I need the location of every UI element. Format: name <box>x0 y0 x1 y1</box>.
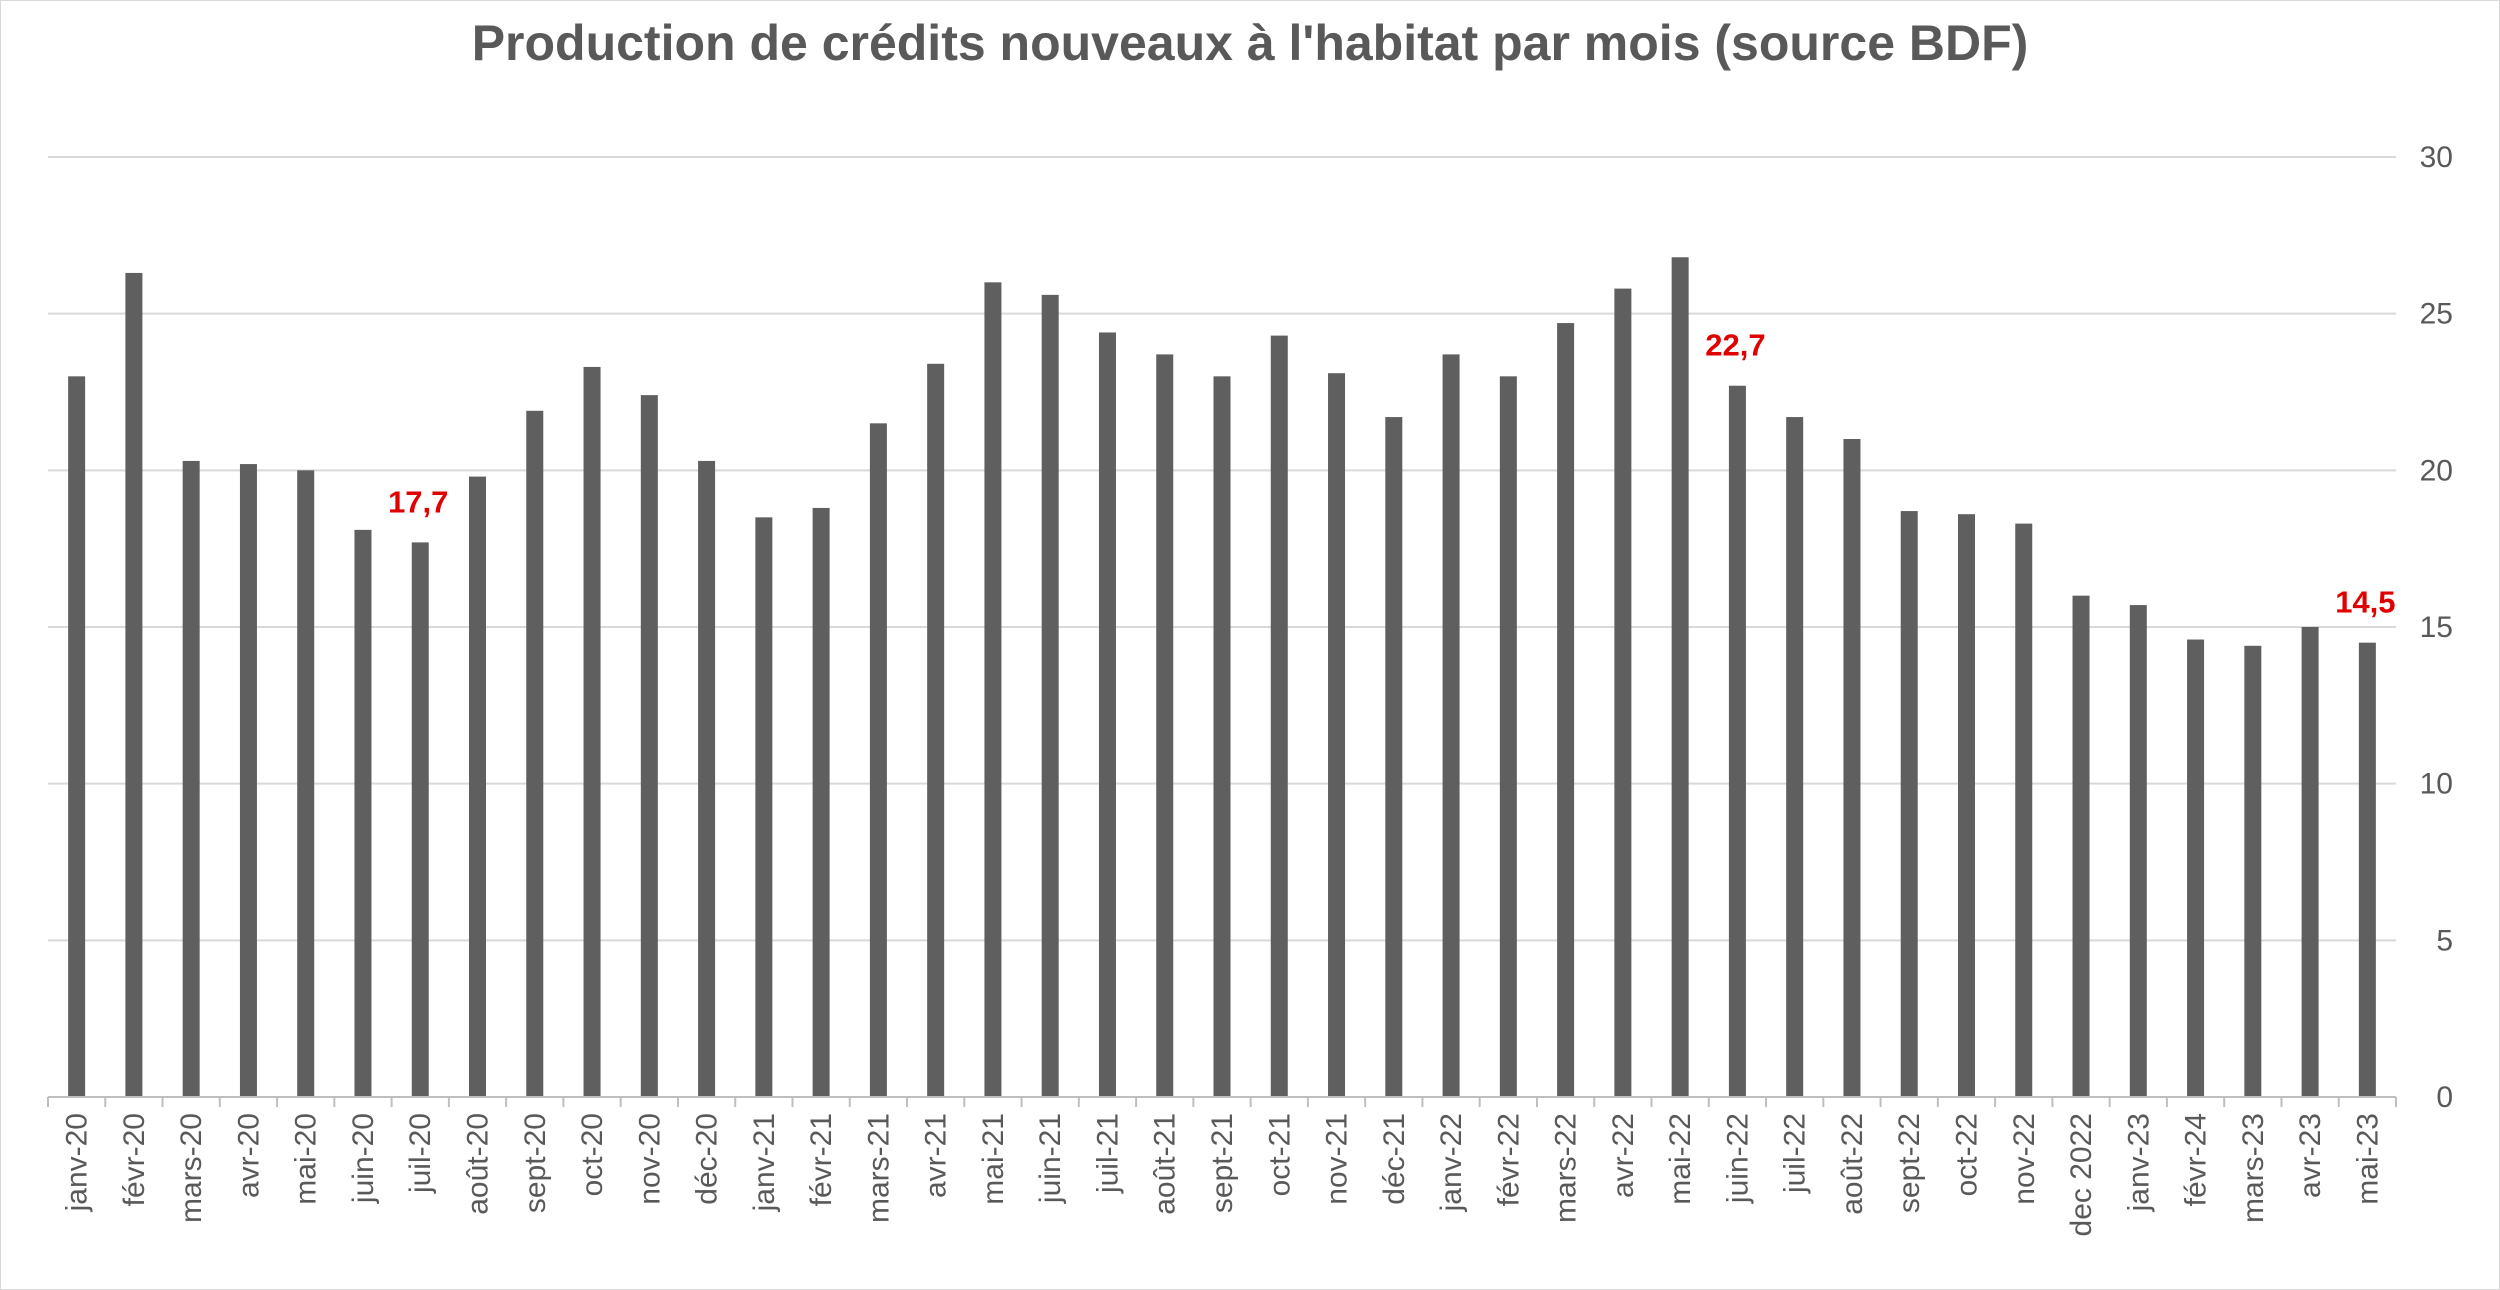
bar <box>125 272 143 1097</box>
x-tick-label: août-22 <box>1836 1113 1869 1215</box>
x-tick-label: avr-20 <box>232 1113 265 1198</box>
data-labels: 17,7 22,7 14,5 <box>388 328 2395 620</box>
bar <box>1328 373 1346 1097</box>
x-tick-label: sept-22 <box>1893 1113 1926 1213</box>
x-tick-label: mai-23 <box>2351 1113 2384 1205</box>
x-tick-label: août-20 <box>462 1113 495 1215</box>
x-tick-label: sept-21 <box>1206 1113 1239 1213</box>
x-tick-label: juin-21 <box>1034 1113 1067 1204</box>
x-tick-label: janv-20 <box>61 1113 94 1212</box>
bar <box>1213 376 1231 1097</box>
x-tick-label: févr-24 <box>2180 1113 2213 1206</box>
x-tick-label: nov-21 <box>1321 1113 1354 1205</box>
bar <box>1786 417 1804 1098</box>
bar <box>1270 335 1288 1098</box>
x-tick-label: oct-22 <box>1950 1113 1983 1196</box>
x-tick-label: juil-22 <box>1779 1113 1812 1194</box>
bar <box>698 460 716 1097</box>
y-tick-label: 15 <box>2420 611 2453 644</box>
x-tick-label: déc-21 <box>1378 1113 1411 1205</box>
x-tick-label: oct-21 <box>1263 1113 1296 1196</box>
x-tick-label: janv-23 <box>2122 1113 2155 1212</box>
bar <box>2187 639 2205 1097</box>
x-tick-label: avr-23 <box>2294 1113 2327 1198</box>
chart-title: Production de crédits nouveaux à l'habit… <box>471 15 2029 71</box>
bar <box>182 460 200 1097</box>
x-tick-label: avr-21 <box>920 1113 953 1198</box>
data-label: 22,7 <box>1705 328 1765 363</box>
x-tick-label: juil-20 <box>404 1113 437 1194</box>
x-tick-label: mai-21 <box>977 1113 1010 1205</box>
x-tick-label: juil-21 <box>1091 1113 1124 1194</box>
bar <box>1156 354 1174 1097</box>
bar <box>1098 332 1116 1097</box>
y-tick-label: 25 <box>2420 298 2453 331</box>
bar <box>2129 605 2147 1097</box>
x-tick-label: mars-23 <box>2237 1113 2270 1223</box>
bar <box>583 366 601 1097</box>
bar <box>1843 439 1861 1097</box>
bar <box>812 507 830 1097</box>
bar <box>984 282 1002 1097</box>
bar <box>1041 294 1059 1097</box>
x-tick-label: juin-20 <box>347 1113 380 1204</box>
x-tick-label: sept-20 <box>519 1113 552 1213</box>
x-tick-label: nov-20 <box>633 1113 666 1205</box>
bar <box>239 464 257 1098</box>
bar <box>2072 595 2090 1097</box>
bar <box>1728 385 1746 1097</box>
bar <box>1614 288 1632 1098</box>
x-tick-label: mars-22 <box>1550 1113 1583 1223</box>
bar <box>755 517 773 1097</box>
data-label: 14,5 <box>2335 585 2395 620</box>
data-label: 17,7 <box>388 484 448 519</box>
bar <box>2301 627 2319 1097</box>
bar <box>927 363 945 1097</box>
x-tick-label: oct-20 <box>576 1113 609 1196</box>
x-tick-label: dec 2022 <box>2065 1113 2098 1236</box>
bar <box>2244 645 2262 1097</box>
y-tick-label: 0 <box>2436 1081 2453 1114</box>
bar <box>1671 257 1689 1097</box>
y-axis-ticks: 0 5 10 15 20 25 30 <box>2420 141 2453 1114</box>
bar <box>354 529 372 1097</box>
x-tick-label: juin-22 <box>1721 1113 1754 1204</box>
bar <box>869 423 887 1097</box>
bar <box>469 476 487 1098</box>
x-tick-label: août-21 <box>1149 1113 1182 1215</box>
x-axis-ticks: janv-20 févr-20 mars-20 avr-20 mai-20 juin-20… <box>61 1113 2385 1236</box>
x-tick-label: mars-20 <box>175 1113 208 1223</box>
x-tick-label: janv-21 <box>748 1113 781 1212</box>
bars <box>68 257 2376 1098</box>
x-tick-label: févr-20 <box>118 1113 151 1206</box>
x-tick-label: janv-22 <box>1435 1113 1468 1212</box>
bar <box>2358 642 2376 1097</box>
bar <box>411 542 429 1097</box>
x-tick-label: avr-22 <box>1607 1113 1640 1198</box>
bar <box>1499 376 1517 1097</box>
x-tick-label: mai-22 <box>1664 1113 1697 1205</box>
y-tick-label: 10 <box>2420 768 2453 801</box>
x-tick-label: mai-20 <box>290 1113 323 1205</box>
x-tick-label: nov-22 <box>2008 1113 2041 1205</box>
bar <box>526 410 544 1097</box>
bar <box>68 376 86 1097</box>
bar <box>297 470 315 1097</box>
bar <box>2015 523 2033 1097</box>
x-tick-label: mars-21 <box>862 1113 895 1223</box>
x-axis <box>47 1096 2397 1107</box>
bar <box>640 395 658 1098</box>
bar <box>1385 417 1403 1098</box>
x-tick-label: févr-22 <box>1492 1113 1525 1206</box>
bar <box>1957 514 1975 1097</box>
y-tick-label: 30 <box>2420 141 2453 174</box>
bar <box>1442 354 1460 1097</box>
x-tick-label: févr-21 <box>805 1113 838 1206</box>
bar <box>1557 323 1575 1098</box>
x-tick-label: déc-20 <box>691 1113 724 1205</box>
bar <box>1900 511 1918 1098</box>
y-tick-label: 5 <box>2436 924 2453 957</box>
y-tick-label: 20 <box>2420 454 2453 487</box>
